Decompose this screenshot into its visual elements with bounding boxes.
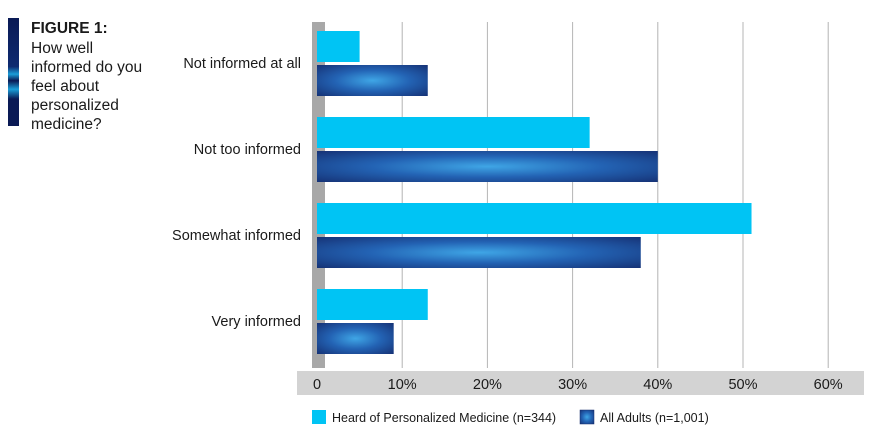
bar-heard-of-personalized-medicine-not-too-informed xyxy=(317,117,590,148)
x-tick-label: 20% xyxy=(473,377,502,393)
figure-accent-bar xyxy=(8,18,19,126)
bar-heard-of-personalized-medicine-not-informed-at-all xyxy=(317,31,360,62)
x-tick-label: 10% xyxy=(388,377,417,393)
x-axis-band xyxy=(297,371,864,395)
bar-heard-of-personalized-medicine-very-informed xyxy=(317,289,428,320)
category-label-not-too-informed: Not too informed xyxy=(194,142,301,158)
legend-label-all-adults: All Adults (n=1,001) xyxy=(600,411,709,425)
x-tick-label: 60% xyxy=(814,377,843,393)
bar-heard-of-personalized-medicine-somewhat-informed xyxy=(317,203,752,234)
x-tick-label: 40% xyxy=(643,377,672,393)
x-tick-label: 50% xyxy=(728,377,757,393)
legend-swatch-all-adults xyxy=(579,409,595,425)
x-tick-label: 30% xyxy=(558,377,587,393)
y-axis-band xyxy=(312,22,325,368)
category-label-very-informed: Very informed xyxy=(212,314,301,330)
category-label-somewhat-informed: Somewhat informed xyxy=(172,228,301,244)
figure-title: FIGURE 1: xyxy=(31,20,108,37)
legend-swatch-heard-of-personalized-medicine xyxy=(312,410,326,424)
bar-all-adults-not-too-informed xyxy=(317,151,658,182)
bar-all-adults-very-informed xyxy=(317,323,394,354)
legend-label-heard-of-personalized-medicine: Heard of Personalized Medicine (n=344) xyxy=(332,411,556,425)
category-label-not-informed-at-all: Not informed at all xyxy=(183,56,301,72)
bar-all-adults-somewhat-informed xyxy=(317,237,641,268)
figure-question: How well informed do you feel about pers… xyxy=(31,40,143,133)
x-tick-label: 0 xyxy=(313,377,321,393)
bar-all-adults-not-informed-at-all xyxy=(317,65,428,96)
